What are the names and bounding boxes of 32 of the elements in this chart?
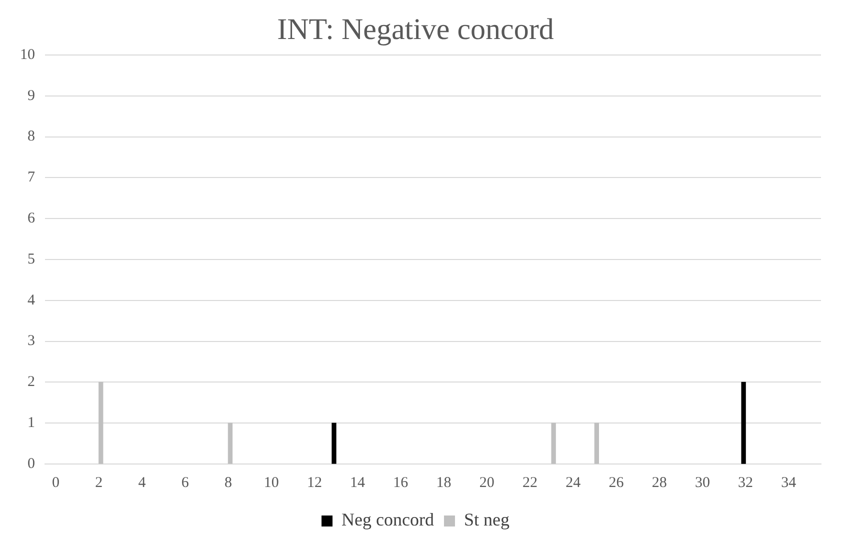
x-tick-label: 4: [138, 474, 146, 491]
x-tick-label: 6: [181, 474, 190, 491]
x-tick-label: 28: [652, 474, 667, 491]
x-tick-label: 32: [738, 474, 754, 491]
x-tick-label: 2: [95, 474, 103, 491]
x-tick-label: 14: [350, 474, 366, 491]
y-tick-label: 9: [28, 88, 35, 104]
y-tick-label: 6: [28, 210, 36, 227]
y-tick-label: 1: [28, 415, 35, 432]
y-tick-label: 4: [28, 292, 36, 308]
x-tick-label: 30: [694, 474, 710, 491]
x-tick-label: 22: [522, 474, 538, 491]
y-tick-label: 3: [28, 333, 35, 350]
y-tick-label: 0: [28, 456, 35, 472]
x-tick-label: 16: [393, 474, 409, 491]
y-tick-label: 7: [28, 170, 36, 186]
x-tick-label: 0: [52, 474, 60, 491]
x-tick-label: 10: [264, 474, 279, 491]
x-tick-label: 8: [224, 474, 232, 491]
x-tick-label: 20: [479, 474, 494, 491]
y-tick-label: 10: [20, 46, 35, 63]
x-tick-label: 24: [566, 474, 582, 491]
x-tick-label: 18: [436, 474, 452, 491]
chart-title: INT: Negative concord: [277, 12, 554, 46]
x-tick-label: 26: [608, 474, 624, 491]
x-tick-label: 12: [306, 474, 322, 491]
y-tick-label: 5: [28, 251, 35, 268]
legend-label: St neg: [464, 510, 510, 530]
x-tick-label: 34: [781, 474, 797, 491]
y-tick-label: 8: [28, 128, 35, 145]
y-tick-label: 2: [28, 374, 35, 390]
legend-label: Neg concord: [342, 510, 434, 530]
